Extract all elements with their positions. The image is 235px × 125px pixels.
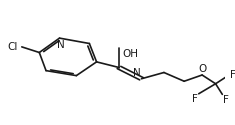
Text: O: O xyxy=(198,64,206,74)
Text: F: F xyxy=(223,95,229,105)
Text: F: F xyxy=(230,70,235,80)
Text: Cl: Cl xyxy=(7,42,17,52)
Text: F: F xyxy=(192,94,198,104)
Text: OH: OH xyxy=(122,49,138,59)
Text: N: N xyxy=(57,40,65,50)
Text: N: N xyxy=(133,68,141,78)
